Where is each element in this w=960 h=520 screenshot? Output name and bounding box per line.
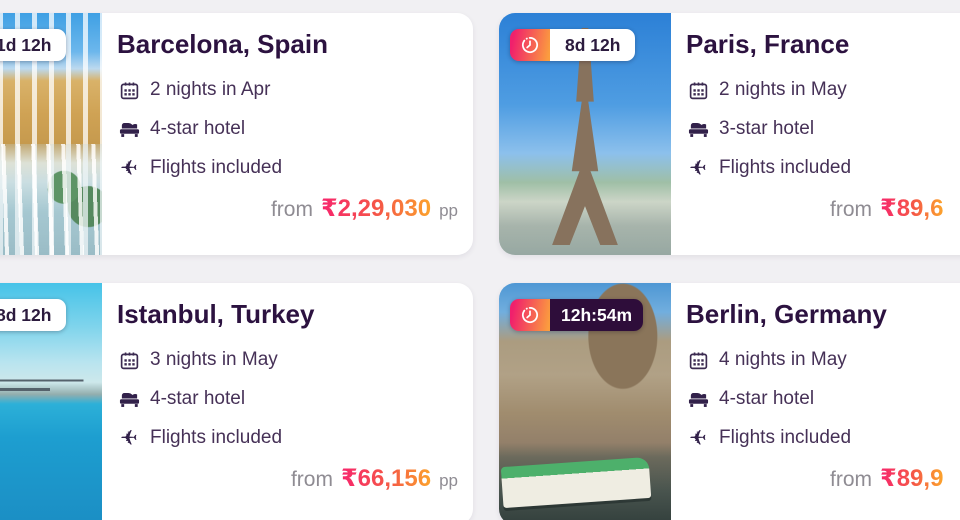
countdown-label: 1d 12h	[0, 29, 67, 61]
nights-label: 4 nights in May	[719, 349, 847, 370]
countdown-label: 8d 12h	[550, 29, 636, 61]
deal-details: 2 nights in Apr 4-star hotel ✈ Flights i…	[117, 77, 458, 181]
price-prefix: from	[290, 468, 333, 491]
hotel-label: 3-star hotel	[719, 118, 815, 139]
countdown-badge: 8d 12h	[510, 29, 636, 61]
calendar-icon	[686, 350, 710, 371]
calendar-icon	[686, 80, 710, 101]
destination-title: Barcelona, Spain	[117, 29, 328, 59]
card-content: Berlin, Germany 4 nights in May 4-star h…	[671, 283, 960, 520]
price-amount: ₹66,156	[340, 465, 432, 492]
flights-row: ✈ Flights included	[686, 155, 960, 181]
price-line: from ₹89,6	[686, 194, 960, 223]
deal-details: 3 nights in May 4-star hotel ✈ Flights i…	[117, 347, 458, 451]
plane-icon: ✈	[120, 426, 138, 450]
deal-details: 4 nights in May 4-star hotel ✈ Flights i…	[686, 347, 960, 451]
nights-row: 4 nights in May	[686, 347, 960, 373]
plane-icon: ✈	[689, 426, 707, 450]
deal-details: 2 nights in May 3-star hotel ✈ Flights i…	[686, 77, 960, 181]
deal-card-barcelona[interactable]: 1d 12h Barcelona, Spain 2 nights in Apr …	[0, 13, 473, 255]
price-amount: ₹2,29,030	[320, 195, 432, 222]
nights-label: 2 nights in Apr	[150, 79, 271, 100]
hotel-label: 4-star hotel	[719, 388, 815, 409]
card-content: Istanbul, Turkey 3 nights in May 4-star …	[102, 283, 473, 520]
countdown-label: 8d 12h	[0, 299, 67, 331]
nights-row: 2 nights in May	[686, 77, 960, 103]
calendar-icon	[117, 350, 141, 371]
destination-photo-paris: 8d 12h	[499, 13, 671, 255]
flights-row: ✈ Flights included	[686, 425, 960, 451]
countdown-label: 12h:54m	[550, 299, 644, 331]
price-prefix: from	[830, 198, 872, 221]
price-line: from ₹2,29,030 pp	[117, 194, 458, 223]
hotel-row: 4-star hotel	[686, 386, 960, 412]
flights-row: ✈ Flights included	[117, 425, 458, 451]
bed-icon	[117, 389, 141, 410]
card-content: Barcelona, Spain 2 nights in Apr 4-star …	[102, 13, 473, 255]
destination-photo-barcelona: 1d 12h	[0, 13, 102, 255]
countdown-badge: 1d 12h	[0, 29, 67, 61]
hotel-row: 4-star hotel	[117, 386, 458, 412]
hotel-row: 4-star hotel	[117, 116, 458, 142]
destination-title: Paris, France	[686, 29, 850, 59]
deal-card-istanbul[interactable]: 8d 12h Istanbul, Turkey 3 nights in May …	[0, 283, 473, 520]
deal-card-berlin[interactable]: 12h:54m Berlin, Germany 4 nights in May …	[499, 283, 960, 520]
card-content: Paris, France 2 nights in May 3-star hot…	[671, 13, 960, 255]
price-amount: ₹89,9	[880, 465, 944, 492]
calendar-icon	[117, 80, 141, 101]
bed-icon	[686, 389, 710, 410]
price-line: from ₹89,9	[686, 464, 960, 493]
nights-label: 2 nights in May	[719, 79, 847, 100]
price-suffix: pp	[439, 201, 458, 220]
countdown-badge: 8d 12h	[0, 299, 67, 331]
nights-row: 2 nights in Apr	[117, 77, 458, 103]
flights-label: Flights included	[719, 157, 852, 178]
destination-photo-berlin: 12h:54m	[499, 283, 671, 520]
hotel-row: 3-star hotel	[686, 116, 960, 142]
timer-icon	[510, 299, 550, 331]
hotel-label: 4-star hotel	[150, 388, 246, 409]
bed-icon	[686, 119, 710, 140]
destination-photo-istanbul: 8d 12h	[0, 283, 102, 520]
flights-row: ✈ Flights included	[117, 155, 458, 181]
nights-row: 3 nights in May	[117, 347, 458, 373]
flights-label: Flights included	[150, 157, 283, 178]
flights-label: Flights included	[719, 427, 852, 448]
destination-title: Berlin, Germany	[686, 299, 887, 329]
flights-label: Flights included	[150, 427, 283, 448]
price-suffix: pp	[439, 471, 458, 490]
price-prefix: from	[830, 468, 872, 491]
hotel-label: 4-star hotel	[150, 118, 246, 139]
deal-card-paris[interactable]: 8d 12h Paris, France 2 nights in May 3-s…	[499, 13, 960, 255]
nights-label: 3 nights in May	[150, 349, 278, 370]
price-prefix: from	[270, 198, 313, 221]
price-amount: ₹89,6	[880, 195, 944, 222]
plane-icon: ✈	[689, 156, 707, 180]
price-line: from ₹66,156 pp	[117, 464, 458, 493]
destination-title: Istanbul, Turkey	[117, 299, 315, 329]
timer-icon	[510, 29, 550, 61]
countdown-badge: 12h:54m	[510, 299, 644, 331]
plane-icon: ✈	[120, 156, 138, 180]
bed-icon	[117, 119, 141, 140]
